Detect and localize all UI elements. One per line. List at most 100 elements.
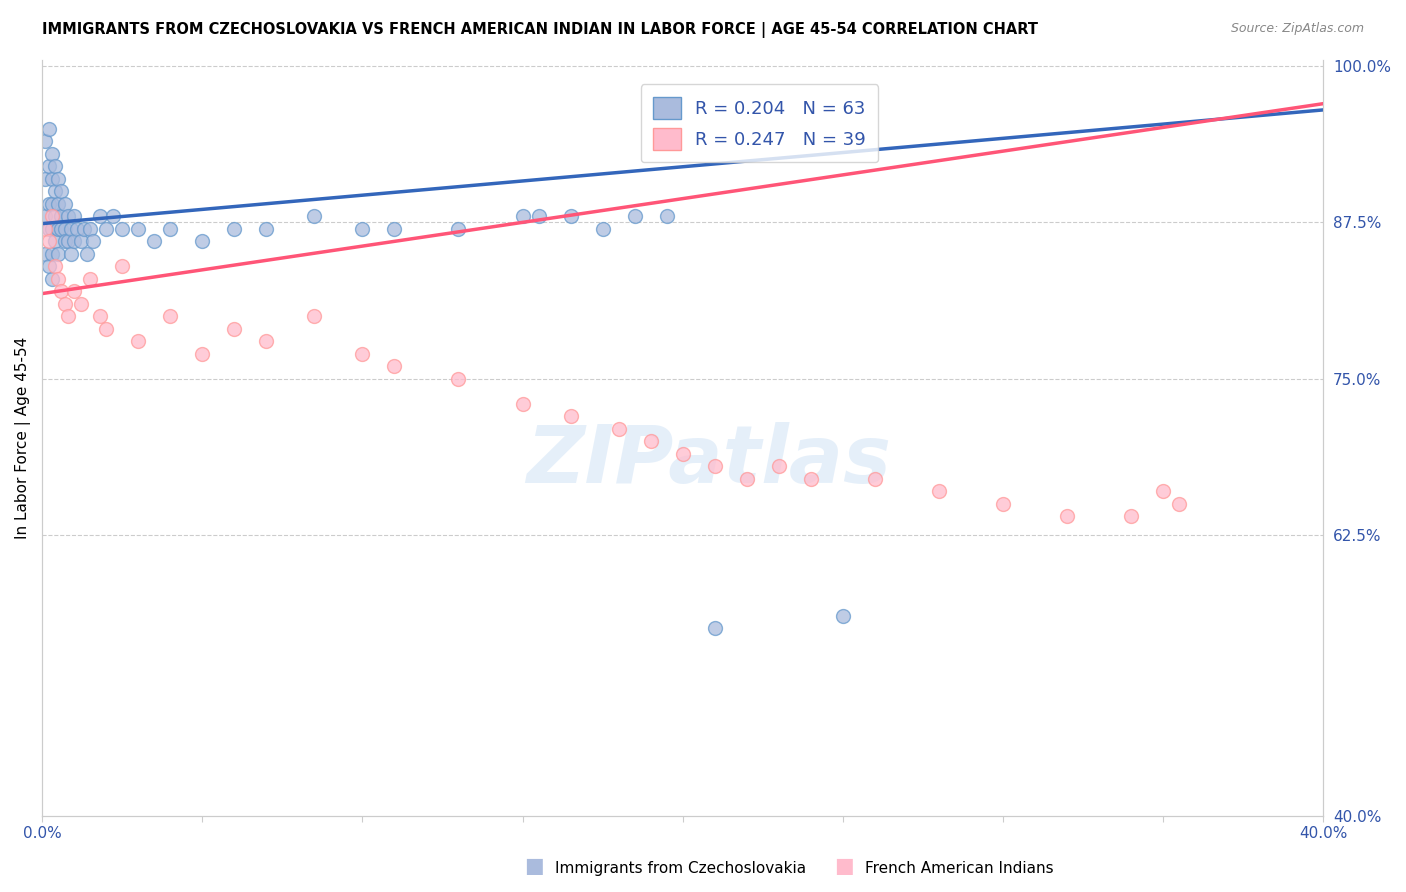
Point (46, 246, 69, 260)
Point (384, 221, 406, 235)
Point (34, 209, 56, 223)
Point (56, 209, 79, 223)
Point (38, 196, 60, 211)
Point (527, 209, 550, 223)
Point (59, 221, 82, 235)
Point (44, 259, 66, 273)
Point (672, 446, 695, 460)
Point (447, 221, 470, 235)
Point (46, 221, 69, 235)
Point (76, 246, 98, 260)
Point (34, 246, 56, 260)
Point (607, 421, 630, 435)
Point (46, 196, 69, 211)
Point (51, 221, 73, 235)
Point (159, 221, 181, 235)
Point (69, 234, 91, 248)
Point (127, 334, 149, 348)
Point (352, 346, 374, 360)
Point (82, 234, 104, 248)
Y-axis label: In Labor Force | Age 45-54: In Labor Force | Age 45-54 (15, 337, 31, 539)
Point (53, 221, 76, 235)
Point (38, 121, 60, 136)
Point (96, 321, 118, 335)
Point (56, 234, 79, 248)
Point (38, 259, 60, 273)
Point (159, 309, 181, 323)
Point (63, 284, 86, 298)
Point (512, 396, 534, 410)
Point (447, 371, 470, 385)
Point (127, 221, 149, 235)
Point (53, 234, 76, 248)
Point (831, 609, 853, 624)
Point (96, 221, 118, 235)
Point (41, 196, 63, 211)
Point (41, 246, 63, 260)
Point (63, 234, 86, 248)
Point (51, 209, 73, 223)
Point (41, 171, 63, 186)
Text: Source: ZipAtlas.com: Source: ZipAtlas.com (1230, 22, 1364, 36)
Point (800, 471, 823, 485)
Text: IMMIGRANTS FROM CZECHOSLOVAKIA VS FRENCH AMERICAN INDIAN IN LABOR FORCE | AGE 45: IMMIGRANTS FROM CZECHOSLOVAKIA VS FRENCH… (42, 22, 1038, 38)
Text: ■: ■ (524, 856, 544, 876)
Point (56, 309, 79, 323)
Point (143, 234, 166, 248)
Point (735, 471, 758, 485)
Point (1119, 508, 1142, 523)
Point (703, 622, 725, 636)
Point (655, 209, 678, 223)
Point (1152, 483, 1174, 498)
Point (352, 221, 374, 235)
Point (69, 296, 91, 310)
Point (44, 159, 66, 173)
Point (224, 321, 246, 335)
Point (38, 234, 60, 248)
Point (53, 196, 76, 211)
Point (224, 221, 246, 235)
Point (63, 209, 86, 223)
Text: Immigrants from Czechoslovakia: Immigrants from Czechoslovakia (555, 861, 807, 876)
Point (66, 221, 89, 235)
Point (34, 171, 56, 186)
Point (640, 434, 662, 448)
Point (512, 209, 534, 223)
Point (34, 134, 56, 148)
Point (44, 209, 66, 223)
Point (560, 209, 582, 223)
Point (384, 359, 406, 373)
Point (1056, 508, 1078, 523)
Point (928, 483, 950, 498)
Point (254, 334, 277, 348)
Text: ■: ■ (834, 856, 853, 876)
Point (111, 259, 134, 273)
Point (34, 221, 56, 235)
Point (73, 221, 96, 235)
Point (304, 209, 326, 223)
Point (41, 271, 63, 285)
Point (191, 346, 214, 360)
Point (111, 221, 134, 235)
Point (44, 184, 66, 198)
Text: French American Indians: French American Indians (865, 861, 1053, 876)
Point (53, 296, 76, 310)
Point (592, 221, 614, 235)
Point (44, 234, 66, 248)
Point (41, 146, 63, 161)
Point (38, 159, 60, 173)
Point (89, 309, 111, 323)
Point (623, 209, 645, 223)
Point (41, 209, 63, 223)
Point (991, 496, 1014, 510)
Point (560, 409, 582, 423)
Point (46, 271, 69, 285)
Point (79, 221, 101, 235)
Point (101, 209, 124, 223)
Point (79, 271, 101, 285)
Text: ZIPatlas: ZIPatlas (526, 422, 891, 500)
Point (304, 309, 326, 323)
Point (1168, 496, 1191, 510)
Point (703, 458, 725, 473)
Point (863, 471, 886, 485)
